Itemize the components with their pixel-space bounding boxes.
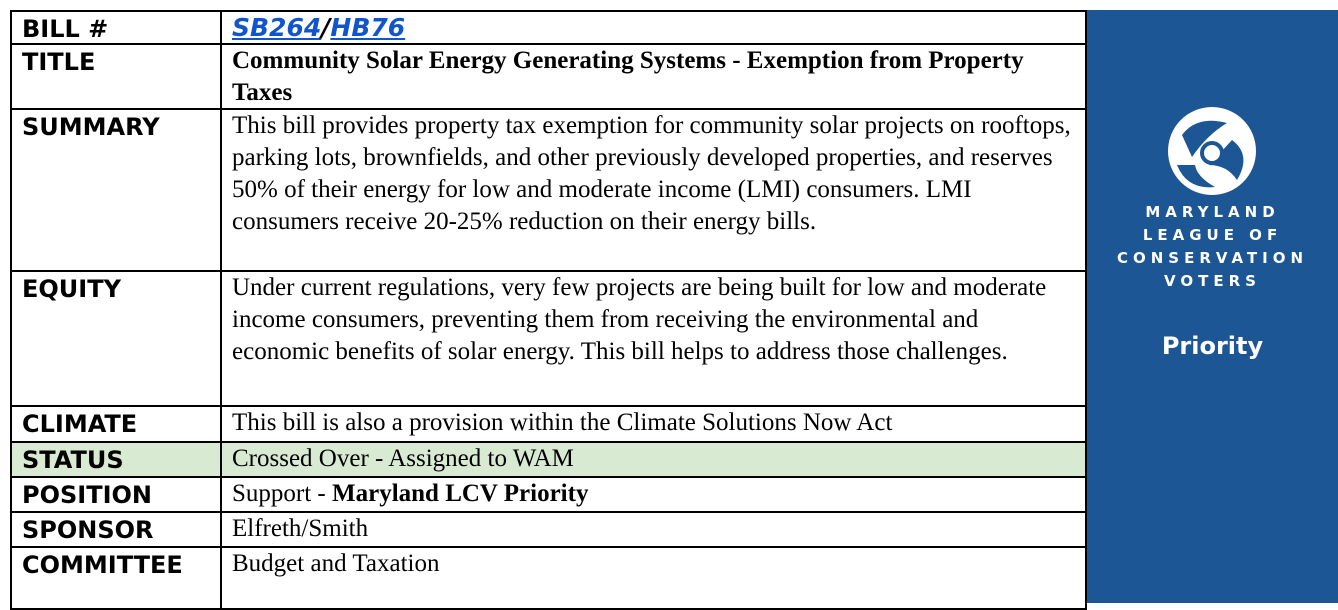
row-value: SB264/HB76 [220, 10, 1087, 45]
row-label: STATUS [10, 441, 222, 478]
row-label: SPONSOR [10, 511, 222, 548]
row-value: Under current regulations, very few proj… [220, 270, 1087, 407]
row-label: COMMITTEE [10, 546, 222, 610]
logo-icon [1168, 107, 1256, 195]
bill-link[interactable]: HB76 [330, 13, 406, 42]
row-label: TITLE [10, 43, 222, 110]
row-label: EQUITY [10, 270, 222, 407]
row-value: This bill provides property tax exemptio… [220, 108, 1087, 272]
row-label: BILL # [10, 10, 222, 45]
separator: / [321, 13, 331, 42]
row-value: Crossed Over - Assigned to WAM [220, 441, 1087, 478]
row-value: Budget and Taxation [220, 546, 1087, 610]
row-value: This bill is also a provision within the… [220, 405, 1087, 443]
row-label: CLIMATE [10, 405, 222, 443]
logo-line: CONSERVATION [1116, 249, 1309, 267]
position-text: Support - [232, 480, 332, 507]
priority-tag: Priority [1161, 332, 1264, 360]
row-value: Support - Maryland LCV Priority [220, 476, 1087, 513]
logo-line: VOTERS [1164, 272, 1261, 290]
row-value: Community Solar Energy Generating System… [220, 43, 1087, 110]
bill-link[interactable]: SB264 [232, 13, 322, 42]
row-label: SUMMARY [10, 108, 222, 272]
row-label: POSITION [10, 476, 222, 513]
logo-line: LEAGUE OF [1142, 226, 1283, 244]
row-value: Elfreth/Smith [220, 511, 1087, 548]
sidebar: MARYLAND LEAGUE OF CONSERVATION VOTERS Prio… [1087, 10, 1338, 603]
logo-line: MARYLAND [1145, 203, 1280, 221]
position-bold: Maryland LCV Priority [332, 480, 589, 507]
